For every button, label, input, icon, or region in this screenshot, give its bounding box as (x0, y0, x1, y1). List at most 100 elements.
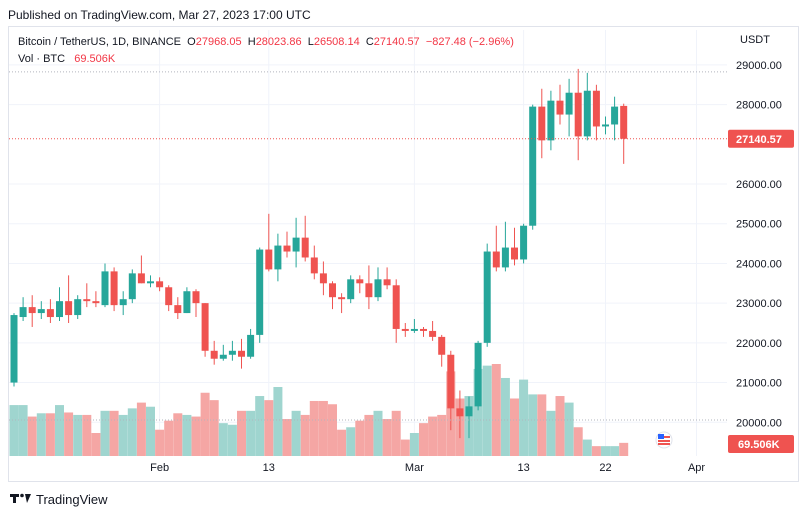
tradingview-logo-icon (10, 492, 32, 507)
y-tick-label: 21000.00 (736, 378, 782, 390)
volume-bar (510, 398, 519, 456)
candle-body (101, 271, 109, 306)
candle-body (474, 342, 482, 407)
legend-volume-label: Vol · BTC (18, 53, 66, 65)
candle-body (556, 100, 564, 115)
candle-body (583, 90, 591, 137)
volume-bar (246, 410, 256, 456)
y-tick-label: 29000.00 (736, 60, 782, 72)
last-price-label: 27140.57 (736, 134, 782, 146)
volume-bar (519, 379, 529, 456)
volume-bar (318, 400, 328, 456)
volume-bar (582, 439, 592, 456)
candle-body (74, 299, 82, 316)
candle-body (83, 299, 91, 302)
volume-bar (364, 414, 374, 456)
candle-body (338, 297, 346, 300)
volume-bar (337, 429, 347, 456)
volume-bar (36, 413, 46, 456)
volume-bar (173, 413, 183, 456)
volume-bar (291, 410, 301, 456)
candle-body (256, 249, 264, 335)
volume-bar (182, 414, 192, 456)
candle-body (574, 92, 582, 137)
candle-body (492, 251, 500, 268)
last-price-badge (728, 129, 794, 148)
candle-body (165, 287, 173, 306)
volume-bar (45, 413, 55, 456)
volume-bar (491, 364, 501, 456)
y-tick-label: 22000.00 (736, 338, 782, 350)
volume-bar (118, 414, 128, 456)
legend-open-label: O (187, 36, 196, 48)
candle-body (274, 245, 282, 270)
y-tick-label: 28000.00 (736, 100, 782, 112)
candle-body (265, 249, 273, 270)
volume-bar (127, 408, 137, 456)
legend-change: −827.48 (−2.96%) (425, 36, 514, 48)
volume-bar (18, 405, 28, 456)
legend-low-value: 26508.14 (313, 36, 360, 48)
candle-body (456, 408, 464, 417)
candle-body (174, 305, 182, 314)
legend-volume-row: Vol · BTC 69.506K (18, 51, 514, 68)
candle-body (611, 106, 619, 125)
volume-bar (91, 433, 101, 456)
candle-body (383, 279, 391, 286)
candle-body (56, 301, 63, 318)
volume-bar (328, 404, 337, 456)
last-volume-label: 69.506K (738, 439, 780, 451)
volume-bar (164, 420, 174, 456)
candle-body (147, 281, 154, 284)
volume-bar (100, 410, 110, 456)
currency-label: USDT (740, 34, 770, 46)
volume-bar (537, 394, 547, 456)
y-tick-label: 26000.00 (736, 179, 782, 191)
candle-body (465, 406, 473, 417)
x-tick-label: 22 (599, 462, 611, 474)
last-volume-badge (728, 435, 794, 453)
candle-body (410, 328, 418, 331)
volume-bar (237, 410, 246, 456)
volume-bar (473, 368, 483, 456)
candle-body (10, 315, 18, 383)
volume-bar (155, 429, 165, 456)
candle-body (310, 257, 318, 274)
volume-bar (555, 396, 565, 456)
candle-body (92, 301, 100, 304)
volume-bar (191, 416, 201, 456)
candle-body (538, 106, 546, 141)
legend-high-label: H (247, 36, 256, 48)
footer[interactable]: TradingView (10, 492, 108, 507)
volume-bar (428, 416, 438, 456)
volume-bar (109, 410, 119, 456)
published-header: Published on TradingView.com, Mar 27, 20… (8, 8, 311, 22)
volume-bar (200, 392, 210, 456)
volume-bar (73, 414, 83, 456)
volume-bar (573, 427, 583, 456)
y-tick-label: 23000.00 (736, 298, 782, 310)
y-tick-label: 24000.00 (736, 258, 782, 270)
volume-bar (227, 424, 237, 456)
legend-close-label: C (365, 36, 374, 48)
volume-bar (273, 387, 283, 456)
volume-bar (355, 420, 365, 456)
candle-body (447, 354, 455, 409)
volume-bar (9, 405, 19, 456)
candle-body (392, 285, 400, 329)
candle-body (347, 279, 355, 300)
volume-bar (27, 416, 37, 456)
volume-bar (309, 400, 319, 456)
volume-bar (55, 405, 64, 456)
candle-body (483, 251, 491, 343)
candle-body (137, 273, 145, 284)
candle-body (192, 291, 200, 304)
volume-bar (282, 419, 292, 456)
x-tick-label: Feb (150, 462, 169, 474)
candle-body (565, 92, 573, 115)
legend-close-value: 27140.57 (373, 36, 420, 48)
candle-body (156, 281, 164, 288)
volume-bar (209, 400, 219, 456)
footer-brand: TradingView (36, 492, 108, 507)
